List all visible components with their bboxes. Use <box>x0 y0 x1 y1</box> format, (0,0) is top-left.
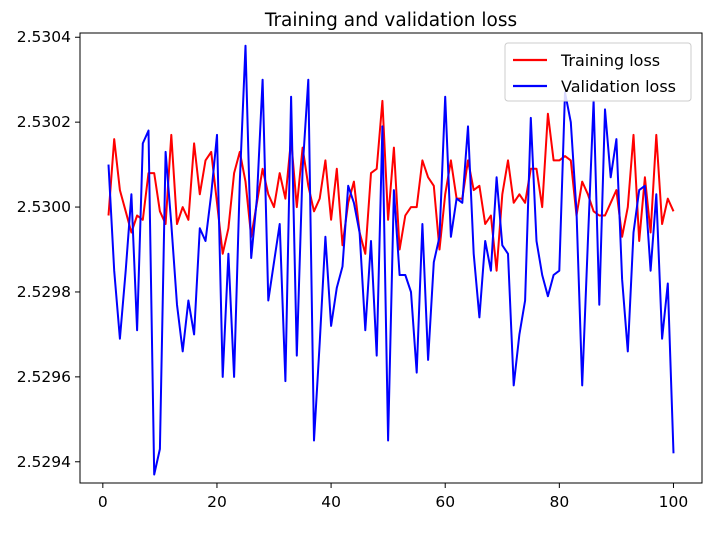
series-layer <box>107 44 675 476</box>
series-line-training-loss <box>107 99 675 272</box>
x-tick-label: 40 <box>321 493 341 511</box>
y-tick-label: 2.5294 <box>17 453 71 471</box>
x-tick-label: 60 <box>435 493 455 511</box>
series-line-validation-loss <box>107 44 675 476</box>
y-tick-label: 2.5302 <box>17 113 71 131</box>
y-tick-label: 2.5300 <box>17 198 71 216</box>
axis-layer: 0 20 40 60 80 100 2.5294 2.5296 2.5298 2.5300 2.53… <box>17 28 689 511</box>
y-tick-label: 2.5298 <box>17 283 71 301</box>
x-tick-label: 100 <box>659 493 689 511</box>
y-tick-label: 2.5304 <box>17 28 71 46</box>
x-tick-label: 20 <box>207 493 227 511</box>
x-tick-label: 80 <box>549 493 569 511</box>
legend: Training loss Validation loss <box>504 42 692 102</box>
chart-title: Training and validation loss <box>264 10 517 31</box>
y-tick-label: 2.5296 <box>17 368 71 386</box>
legend-label-training-loss: Training loss <box>560 51 660 70</box>
legend-label-validation-loss: Validation loss <box>561 77 676 96</box>
x-tick-label: 0 <box>98 493 108 511</box>
